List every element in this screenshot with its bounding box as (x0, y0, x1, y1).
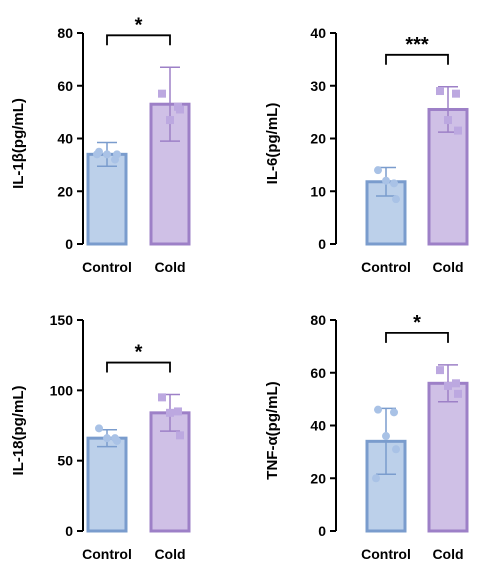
data-point (452, 89, 460, 98)
y-tick-label: 40 (310, 418, 326, 434)
data-point (113, 436, 121, 445)
data-point (103, 434, 111, 443)
bar-control (86, 152, 128, 246)
data-point (372, 474, 380, 483)
category-label: Control (82, 259, 132, 275)
y-tick-label: 60 (310, 365, 326, 381)
y-tick-label: 0 (65, 523, 73, 539)
category-label: Control (361, 259, 411, 275)
category-label: Cold (154, 259, 185, 275)
y-tick-label: 0 (65, 236, 73, 252)
data-point (95, 424, 103, 433)
y-tick-label: 0 (318, 523, 326, 539)
data-point (392, 195, 400, 204)
data-point (390, 179, 398, 188)
data-point (444, 381, 452, 390)
y-tick-label: 100 (50, 382, 74, 398)
significance-bracket (106, 34, 171, 46)
y-tick-label: 80 (57, 25, 73, 41)
category-label: Cold (432, 546, 463, 562)
data-point (382, 432, 390, 441)
data-point (113, 150, 121, 159)
bracket-line (106, 34, 171, 46)
significance-bracket (385, 53, 449, 65)
y-tick-label: 40 (310, 25, 326, 41)
bracket-line (385, 331, 449, 343)
significance-bracket (106, 361, 171, 373)
y-tick-label: 30 (310, 78, 326, 94)
y-tick-label: 20 (310, 470, 326, 486)
y-axis-title: IL-6(pg/mL) (264, 103, 281, 185)
chart-panel-2: Control Cold 0 10 20 30 40 IL-6(pg/mL) *** (264, 25, 469, 275)
y-tick-label: 150 (50, 312, 74, 328)
data-point (392, 445, 400, 454)
y-tick-label: 20 (310, 131, 326, 147)
data-point (176, 431, 184, 440)
significance-bracket (385, 331, 449, 343)
category-label: Control (361, 546, 411, 562)
data-point (93, 150, 101, 159)
data-point (166, 116, 174, 125)
data-point (158, 393, 166, 402)
data-point (103, 150, 111, 159)
chart-panel-1: Control Cold 0 20 40 60 80 IL-1β(pg/mL) * (10, 14, 191, 275)
data-point (166, 408, 174, 417)
y-tick-label: 10 (310, 183, 326, 199)
data-point (436, 87, 444, 96)
significance-label: * (413, 312, 421, 334)
y-tick-label: 20 (57, 183, 73, 199)
y-axis-title: IL-1β(pg/mL) (10, 98, 27, 189)
significance-label: * (135, 342, 143, 364)
data-point (444, 116, 452, 125)
significance-label: * (135, 14, 143, 36)
chart-panel-3: Control Cold 0 50 100 150 IL-18(pg/mL) * (10, 312, 191, 562)
data-point (374, 405, 382, 414)
y-axis-title: TNF-α(pg/mL) (264, 381, 281, 479)
data-point (436, 366, 444, 375)
data-point (158, 89, 166, 98)
chart-panel-4: Control Cold 0 20 40 60 80 TNF-α(pg/mL) * (264, 312, 469, 562)
bracket-line (106, 361, 171, 373)
category-label: Cold (154, 546, 185, 562)
bracket-line (385, 53, 449, 65)
y-tick-label: 80 (310, 312, 326, 328)
y-tick-label: 50 (57, 453, 73, 469)
data-point (176, 105, 184, 114)
y-tick-label: 40 (57, 131, 73, 147)
data-point (374, 166, 382, 175)
y-axis-title: IL-18(pg/mL) (10, 386, 27, 476)
error-bar-cold (160, 66, 180, 142)
data-point (454, 389, 462, 398)
y-tick-label: 0 (318, 236, 326, 252)
bar-control (86, 436, 128, 533)
significance-label: *** (405, 34, 429, 56)
data-point (390, 408, 398, 417)
data-point (454, 126, 462, 135)
bar-cold (427, 381, 469, 533)
category-label: Cold (432, 259, 463, 275)
y-tick-label: 60 (57, 78, 73, 94)
data-point (452, 379, 460, 388)
category-label: Control (82, 546, 132, 562)
data-point (382, 176, 390, 185)
data-point (174, 407, 182, 416)
